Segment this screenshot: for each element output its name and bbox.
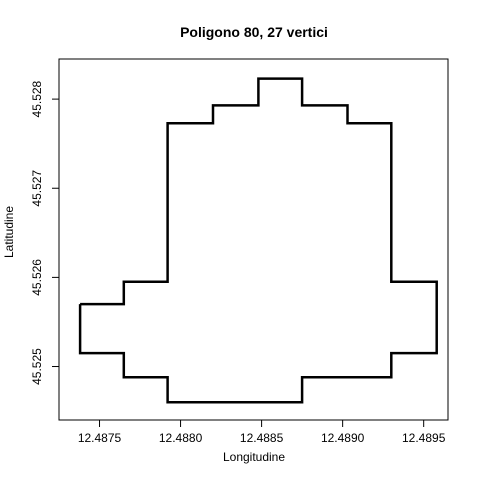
x-tick-label: 12.4880 [159,431,203,445]
x-tick-label: 12.4890 [321,431,365,445]
y-axis: 45.525 45.526 45.527 45.528 [30,80,60,385]
x-tick-label: 12.4875 [78,431,122,445]
x-axis-label: Longitudine [223,450,285,464]
x-tick-label: 12.4895 [402,431,446,445]
plot-frame [58,58,449,421]
x-tick-label: 12.4885 [240,431,284,445]
chart-title: Poligono 80, 27 vertici [180,24,328,40]
polygon-outline [78,77,438,404]
y-axis-label: Latitudine [2,206,16,258]
y-tick-label: 45.525 [30,348,44,385]
y-tick-label: 45.526 [30,259,44,296]
x-axis: 12.4875 12.4880 12.4885 12.4890 12.4895 [78,419,446,445]
y-tick-label: 45.528 [30,80,44,117]
y-tick-label: 45.527 [30,170,44,207]
